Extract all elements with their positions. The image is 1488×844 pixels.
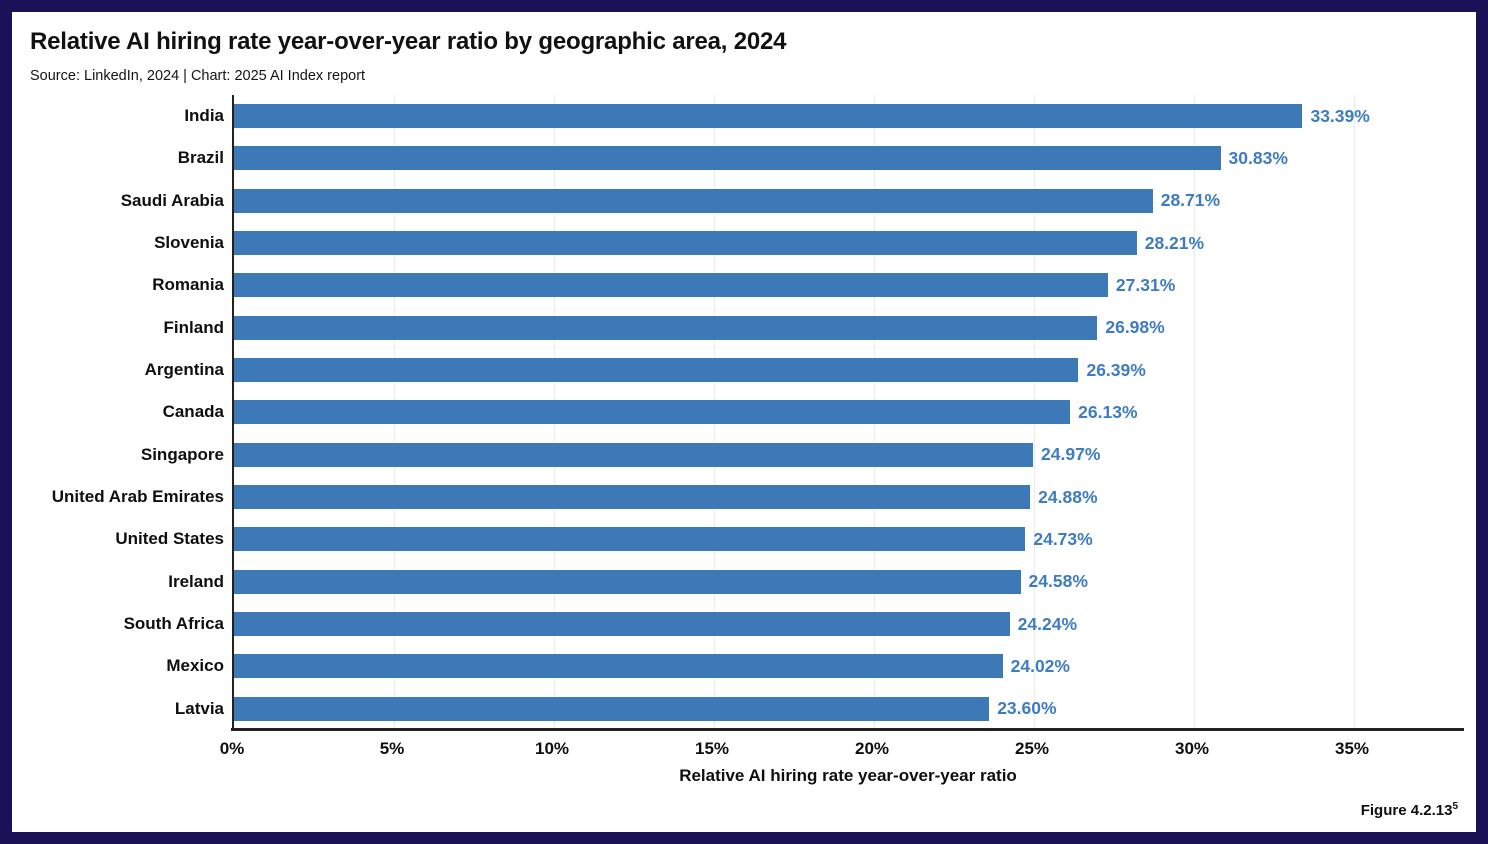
category-label: Latvia [174, 698, 224, 718]
x-axis-line [231, 728, 1464, 731]
value-label: 30.83% [1228, 147, 1288, 168]
x-tick-label: 35% [1334, 739, 1370, 758]
bar-row: 26.98% [234, 307, 1466, 349]
x-tick-label: 0% [219, 739, 245, 758]
value-label: 24.73% [1033, 528, 1093, 549]
bar [234, 104, 1303, 129]
bar [234, 612, 1010, 637]
x-tick-label: 10% [534, 739, 570, 758]
bar-row: 24.58% [234, 561, 1466, 603]
gridline [1194, 95, 1195, 730]
value-label: 28.71% [1160, 190, 1221, 211]
value-label: 24.58% [1028, 571, 1088, 592]
x-axis-title: Relative AI hiring rate year-over-year r… [679, 766, 1017, 785]
bar-row: 28.71% [234, 180, 1466, 222]
bar-row: 24.24% [234, 603, 1466, 645]
value-label: 28.21% [1144, 232, 1205, 253]
category-label: Slovenia [154, 233, 224, 253]
category-label: Mexico [166, 656, 224, 676]
bar-row: 24.73% [234, 518, 1466, 560]
category-label: Argentina [144, 360, 224, 380]
bar [234, 231, 1137, 256]
value-label: 24.97% [1041, 444, 1101, 465]
chart-card: Relative AI hiring rate year-over-year r… [12, 12, 1476, 832]
value-label: 26.98% [1105, 317, 1165, 338]
figure-caption: Figure 4.2.135 [1361, 801, 1458, 819]
category-label: Romania [152, 275, 224, 295]
gridline [1354, 95, 1355, 730]
x-tick-label: 20% [854, 739, 890, 758]
bar-row: 30.83% [234, 137, 1466, 179]
bar-chart-plot-area: 33.39% 30.83% 28.71% 28.21% 27.31% 26.98% 26.3… [232, 95, 1466, 730]
bar [234, 569, 1021, 594]
value-label: 24.24% [1017, 613, 1078, 634]
bar-row: 26.39% [234, 349, 1466, 391]
bar [234, 696, 990, 721]
value-label: 24.02% [1010, 655, 1070, 676]
bar [234, 527, 1026, 552]
bar [234, 485, 1031, 510]
bar [234, 188, 1153, 213]
chart-source: Source: LinkedIn, 2024 | Chart: 2025 AI … [30, 68, 366, 84]
category-label: United Arab Emirates [51, 487, 224, 507]
bar-row: 24.02% [234, 645, 1466, 687]
category-label: Brazil [177, 148, 224, 168]
bar-row: 23.60% [234, 688, 1466, 730]
bar-row: 27.31% [234, 264, 1466, 306]
figure-caption-footnote-ref: 5 [1452, 801, 1458, 812]
x-axis-ticks: 0% 5% 10% 15% 20% 25% 30% 35% [220, 739, 1464, 761]
bar-row: 33.39% [234, 95, 1466, 137]
x-tick-label: 15% [694, 739, 730, 758]
bar-row: 26.13% [234, 391, 1466, 433]
x-tick-label: 30% [1174, 739, 1210, 758]
category-label: South Africa [123, 614, 224, 634]
y-axis-category-labels: India Brazil Saudi Arabia Slovenia Romania Fi… [12, 95, 224, 730]
bar-row: 28.21% [234, 222, 1466, 264]
category-label: Saudi Arabia [120, 190, 224, 210]
bar [234, 146, 1221, 171]
value-label: 26.13% [1078, 401, 1138, 422]
value-label: 24.88% [1038, 486, 1098, 507]
bar [234, 442, 1034, 467]
bar [234, 315, 1098, 340]
category-label: Canada [162, 402, 224, 422]
category-label: United States [115, 529, 224, 549]
value-label: 27.31% [1115, 274, 1176, 295]
category-label: Finland [163, 317, 224, 337]
bar-row: 24.97% [234, 434, 1466, 476]
bar-row: 24.88% [234, 476, 1466, 518]
value-label: 33.39% [1310, 105, 1370, 126]
bar [234, 273, 1108, 298]
category-label: Singapore [140, 444, 224, 464]
chart-title: Relative AI hiring rate year-over-year r… [30, 28, 787, 55]
bar [234, 400, 1071, 425]
category-label: India [184, 106, 224, 126]
x-tick-label: 5% [379, 739, 405, 758]
figure-caption-label: Figure 4.2.13 [1360, 802, 1453, 819]
value-label: 26.39% [1086, 359, 1146, 380]
x-tick-label: 25% [1014, 739, 1050, 758]
bar [234, 654, 1003, 679]
bar [234, 358, 1079, 383]
value-label: 23.60% [997, 698, 1057, 719]
category-label: Ireland [168, 571, 224, 591]
